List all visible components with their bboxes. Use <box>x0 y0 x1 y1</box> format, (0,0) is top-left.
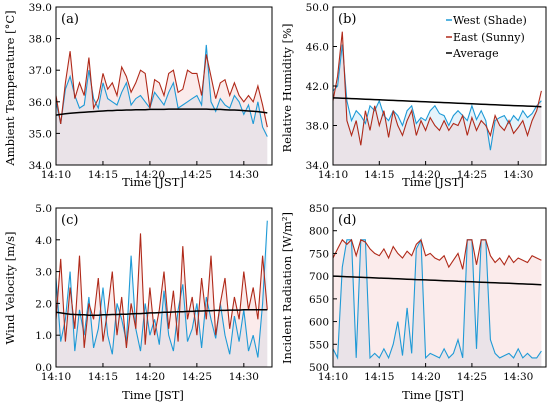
panel-a-ytick-label: 36.0 <box>29 97 52 109</box>
panel-b-xlabel: Time [JST] <box>402 175 464 189</box>
panel-d-ytick-label: 500 <box>309 362 329 374</box>
panel-c-xtick-label: 14:25 <box>182 371 212 383</box>
panel-b-xtick-label: 14:20 <box>410 169 440 181</box>
panel-a-xlabel: Time [JST] <box>122 175 184 189</box>
panel-b-xtick-label: 14:25 <box>457 169 487 181</box>
panel-a-plot: 34.0 35.0 36.0 37.0 38.0 39.0 14:10 14:15 14:20 1… <box>29 2 273 181</box>
panel-c-line-west <box>55 220 268 358</box>
panel-b: Relative Humidity [%] <box>280 24 294 153</box>
panel-a-ytick-label: 37.0 <box>29 65 52 77</box>
panel-d-ytick-label: 850 <box>309 203 329 215</box>
panel-d-xtick-label: 14:30 <box>503 371 533 383</box>
panel-c-label: (c) <box>61 213 78 228</box>
panel-d-ylabel: Incident Radiation [W/m²] <box>280 212 294 364</box>
panel-c-plot: 0.0 1.0 2.0 3.0 4.0 5.0 14:10 14:15 14:20 14:25 14… <box>35 203 273 383</box>
panel-b-ytick-label: 46.0 <box>306 42 329 54</box>
legend-label-average: Average <box>452 47 499 60</box>
panel-b-line-average <box>332 97 542 108</box>
panel-c-line-east <box>55 233 268 348</box>
panel-a-xtick-label: 14:30 <box>229 169 259 181</box>
panel-d-xlabel: Time [JST] <box>402 388 464 402</box>
panel-c: Wind Velocity [m/s] Time [JST] <box>3 232 184 402</box>
panel-a-label: (a) <box>61 12 79 27</box>
panel-c-xtick-label: 14:10 <box>41 371 71 383</box>
legend-label-west: West (Shade) <box>453 14 527 27</box>
panel-b-label: (b) <box>338 12 356 27</box>
panel-b-ytick-label: 42.0 <box>306 81 329 93</box>
panel-d-line-average <box>332 275 542 286</box>
panel-a: Ambient Temperature [°C] <box>3 10 17 166</box>
panel-d-xtick-label: 14:25 <box>457 371 487 383</box>
panel-c-area-west <box>56 220 268 367</box>
panel-d-xtick-label: 14:10 <box>318 371 348 383</box>
panel-a-area-west <box>56 44 268 165</box>
panel-c-xtick-label: 14:15 <box>88 371 118 383</box>
panel-b-area-east <box>333 31 542 166</box>
panel-d-ytick-label: 550 <box>309 339 329 351</box>
legend: West (Shade) East (Sunny) Average <box>446 14 527 60</box>
panel-c-ytick-label: 1.0 <box>35 330 52 342</box>
panel-b-ytick-label: 50.0 <box>306 2 329 14</box>
panel-b-ytick-label: 38.0 <box>306 121 329 133</box>
panel-d-xtick-label: 14:15 <box>364 371 394 383</box>
panel-d-frame <box>332 207 547 368</box>
panel-d-area-east <box>333 239 542 367</box>
panel-d-label: (d) <box>338 213 356 228</box>
panel-c-ytick-label: 5.0 <box>35 203 52 215</box>
panel-d-ytick-label: 600 <box>309 317 329 329</box>
panel-b-area-west <box>333 44 542 165</box>
panel-a-ytick-label: 34.0 <box>29 160 52 172</box>
panel-a-ytick-label: 38.0 <box>29 34 52 46</box>
panel-a-xtick-label: 14:25 <box>182 169 212 181</box>
panel-a-line-east <box>55 51 268 128</box>
panel-d-line-west <box>332 237 542 360</box>
panel-d-xtick-label: 14:20 <box>410 371 440 383</box>
panel-d-area-west <box>333 239 542 367</box>
panel-a-area-east <box>56 51 268 166</box>
panel-c-ytick-label: 3.0 <box>35 267 52 279</box>
panel-c-xtick-label: 14:30 <box>229 371 259 383</box>
panel-c-ytick-label: 0.0 <box>35 362 52 374</box>
panel-c-frame <box>55 207 273 368</box>
panel-a-frame <box>55 6 273 166</box>
panel-c-ytick-label: 4.0 <box>35 235 52 247</box>
panel-d-plot: 500 550 600 650 700 750 800 850 14:10 14:15 14:20 1… <box>309 203 547 383</box>
panel-d-ytick-label: 700 <box>309 271 329 283</box>
panel-b-xtick-label: 14:10 <box>318 169 348 181</box>
panel-a-xtick-label: 14:10 <box>41 169 71 181</box>
panel-b-plot: 34.0 38.0 42.0 46.0 50.0 14:10 14:15 14:20 14:25… <box>306 2 547 181</box>
panel-b-ytick-label: 34.0 <box>306 160 329 172</box>
panel-d-ytick-label: 650 <box>309 294 329 306</box>
panel-d-line-east <box>332 238 542 270</box>
panel-c-ylabel: Wind Velocity [m/s] <box>3 232 17 345</box>
panel-d-ytick-label: 750 <box>309 248 329 260</box>
panel-c-xtick-label: 14:20 <box>135 371 165 383</box>
panel-b-ylabel: Relative Humidity [%] <box>280 24 294 153</box>
panel-b-line-west <box>332 44 542 151</box>
panel-a-line-average <box>55 108 268 116</box>
panel-a-ytick-label: 35.0 <box>29 128 52 140</box>
panel-b-line-east <box>332 31 542 146</box>
panel-c-xlabel: Time [JST] <box>122 388 184 402</box>
panel-b-xtick-label: 14:15 <box>364 169 394 181</box>
panel-c-ytick-label: 2.0 <box>35 298 52 310</box>
panel-a-xtick-label: 14:20 <box>135 169 165 181</box>
plot-layer: 34.0 35.0 36.0 37.0 38.0 39.0 14:10 14:15 14:20 1… <box>29 2 547 383</box>
panel-a-xtick-label: 14:15 <box>88 169 118 181</box>
legend-label-east: East (Sunny) <box>453 31 525 44</box>
panel-b-xtick-label: 14:30 <box>503 169 533 181</box>
panel-a-ytick-label: 39.0 <box>29 2 52 14</box>
panel-d: Incident Radiation [W/m²] Time [JST] <box>280 212 464 402</box>
panel-d-ytick-label: 800 <box>309 226 329 238</box>
panel-a-ylabel: Ambient Temperature [°C] <box>3 10 17 166</box>
panel-c-line-average <box>55 309 268 316</box>
